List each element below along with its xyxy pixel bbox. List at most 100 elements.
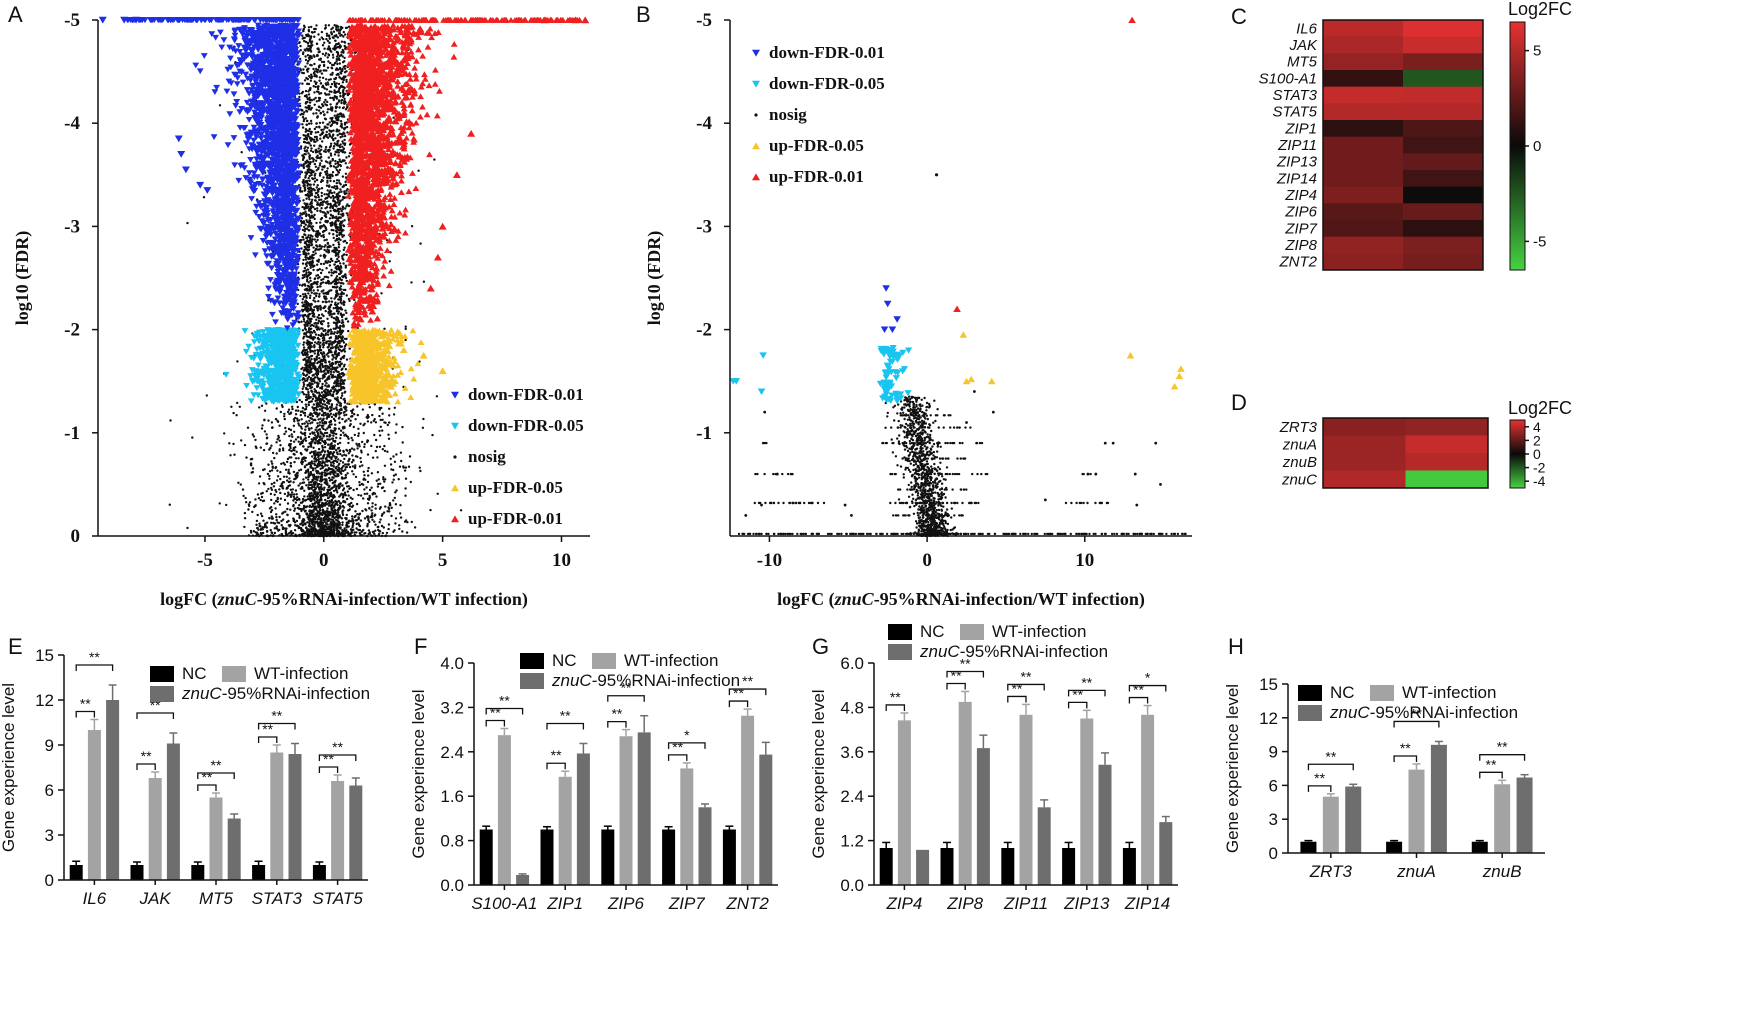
point-nosig [324,428,327,432]
point-nosig [304,117,307,120]
point-nosig [398,527,401,531]
point-nosig [319,209,322,212]
point-nosig [341,140,344,143]
point-nosig [320,278,323,282]
point-nosig [318,76,322,79]
point-nosig [243,525,246,529]
point-nosig [368,406,371,409]
point-nosig [337,466,340,470]
point-nosig [342,303,345,306]
point-nosig [304,428,307,431]
point-nosig [326,189,329,192]
point-nosig [318,245,322,248]
point-nosig [339,207,342,210]
point-nosig [276,475,280,478]
point-nosig [341,48,344,52]
point-nosig [309,532,313,535]
point-nosig [331,341,334,344]
point-nosig [323,374,326,378]
point-nosig [306,278,309,281]
point-nosig [341,454,344,457]
point-nosig [388,421,391,424]
point-nosig [401,441,404,444]
point-nosig [276,438,279,441]
point-nosig [335,268,339,271]
point-nosig [322,64,326,68]
point-nosig [310,412,313,416]
point-nosig [309,209,312,212]
point-nosig [335,323,338,326]
point-nosig [331,96,334,100]
point-nosig [324,498,327,502]
point-nosig [342,282,345,285]
point-nosig [383,444,386,448]
point-nosig [304,89,308,93]
point-nosig [404,327,407,331]
point-nosig [225,503,228,507]
point-nosig [338,521,341,525]
point-nosig [218,104,222,107]
point-nosig [340,372,343,375]
point-nosig [313,390,317,393]
point-nosig [341,477,344,480]
point-nosig [316,201,319,204]
point-nosig [323,165,326,169]
point-nosig [371,518,374,521]
point-nosig [299,425,303,428]
point-nosig [330,173,334,176]
point-nosig [386,423,389,427]
point-nosig [313,180,317,183]
point-nosig [325,184,329,187]
point-nosig [320,483,323,486]
point-nosig [339,25,343,29]
point-nosig [302,317,306,321]
point-nosig [321,421,324,425]
point-nosig [313,463,317,467]
point-nosig [301,458,304,461]
point-nosig [332,462,335,465]
point-nosig [311,510,314,513]
point-nosig [313,482,317,486]
point-nosig [327,385,330,388]
point-nosig [260,514,264,518]
point-nosig [335,304,338,308]
point-nosig [325,135,328,138]
point-nosig [309,497,313,500]
point-nosig [326,56,329,59]
point-nosig [316,130,320,134]
point-nosig [343,151,347,154]
point-nosig [363,474,366,477]
point-nosig [326,210,329,213]
point-nosig [308,340,311,344]
point-nosig [312,403,316,406]
point-nosig [318,121,322,125]
point-nosig [342,500,345,503]
point-nosig [321,528,324,531]
point-nosig [312,183,316,186]
point-nosig [329,49,332,52]
point-nosig [317,190,320,193]
point-nosig [404,519,408,522]
point-nosig [283,498,287,502]
point-nosig [252,530,256,533]
point-nosig [310,25,313,29]
point-nosig [339,402,343,405]
point-nosig [310,211,313,214]
point-nosig [304,223,307,226]
point-nosig [302,163,305,166]
point-nosig [320,327,323,330]
point-nosig [294,474,297,478]
point-nosig [291,407,294,411]
point-nosig [302,68,305,71]
point-nosig [289,464,292,467]
point-nosig [272,521,275,525]
point-nosig [324,422,328,425]
point-nosig [301,180,305,183]
point-nosig [305,420,308,423]
point-nosig [263,430,267,433]
point-nosig [338,450,341,453]
point-nosig [339,188,342,191]
point-nosig [390,514,393,518]
point-nosig [303,288,307,291]
point-nosig [334,221,337,224]
